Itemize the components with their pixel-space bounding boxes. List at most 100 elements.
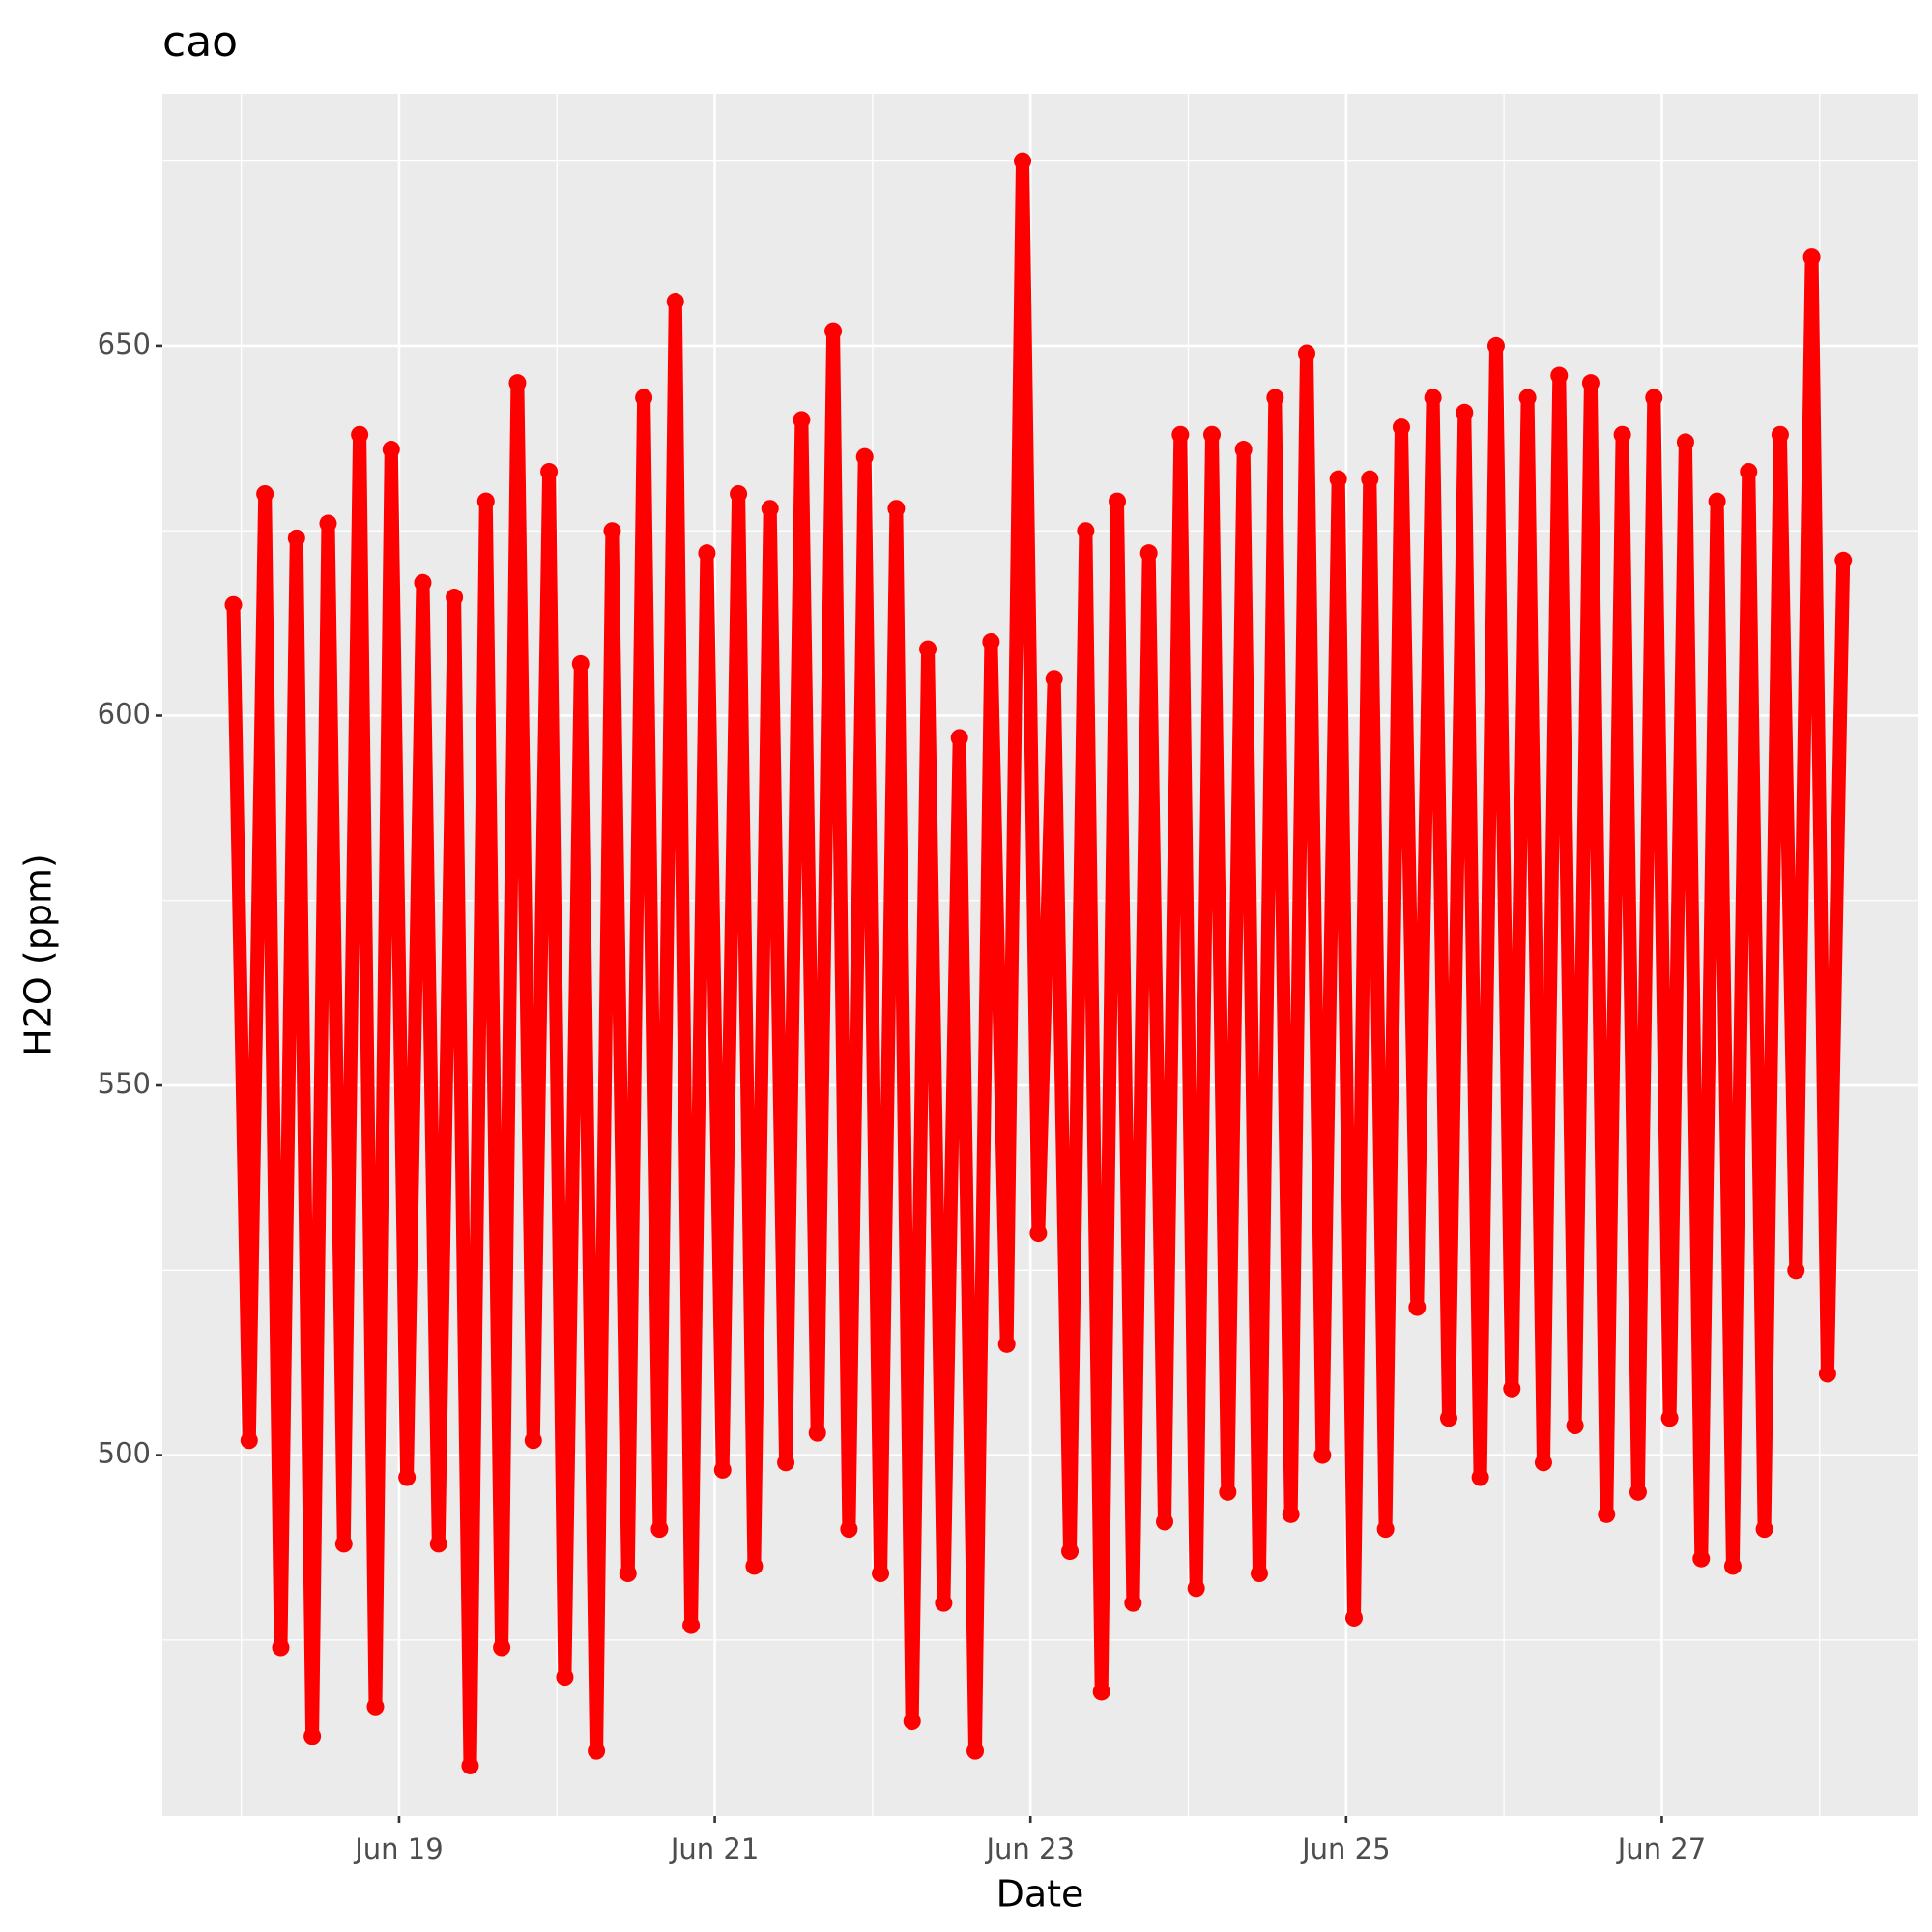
data-point bbox=[256, 484, 274, 503]
data-point bbox=[713, 1460, 732, 1479]
data-point bbox=[1598, 1505, 1616, 1523]
data-point bbox=[666, 293, 684, 311]
data-point bbox=[429, 1535, 447, 1553]
data-point bbox=[1329, 470, 1347, 488]
data-point bbox=[508, 374, 527, 392]
data-point bbox=[1471, 1468, 1489, 1486]
data-point bbox=[1313, 1446, 1332, 1464]
data-point bbox=[935, 1594, 953, 1612]
data-point bbox=[950, 729, 968, 747]
data-point bbox=[1771, 425, 1789, 444]
data-point bbox=[1503, 1379, 1521, 1398]
data-point bbox=[334, 1535, 353, 1553]
data-point bbox=[1392, 418, 1410, 437]
data-point bbox=[1124, 1594, 1142, 1612]
data-point bbox=[1014, 152, 1032, 170]
data-point bbox=[1203, 425, 1222, 444]
data-point bbox=[1834, 551, 1853, 569]
data-point bbox=[1139, 544, 1158, 562]
data-point bbox=[588, 1742, 606, 1760]
data-point bbox=[966, 1742, 985, 1760]
data-point bbox=[1660, 1409, 1679, 1427]
data-point bbox=[1802, 248, 1821, 267]
data-point bbox=[872, 1565, 890, 1583]
x-tick-label: Jun 21 bbox=[669, 1832, 759, 1865]
data-point bbox=[414, 573, 432, 591]
data-point bbox=[619, 1565, 637, 1583]
data-point bbox=[1408, 1298, 1427, 1316]
data-point bbox=[1077, 522, 1095, 540]
data-point bbox=[1171, 425, 1190, 444]
data-point bbox=[919, 640, 937, 658]
data-point bbox=[1486, 336, 1505, 355]
data-point bbox=[1692, 1549, 1711, 1568]
data-point bbox=[603, 522, 621, 540]
data-point bbox=[224, 595, 243, 614]
data-point bbox=[1708, 492, 1726, 510]
data-point bbox=[887, 500, 906, 518]
data-point bbox=[635, 389, 653, 407]
data-point bbox=[1344, 1608, 1363, 1627]
data-point bbox=[903, 1713, 921, 1731]
data-point bbox=[1787, 1261, 1805, 1280]
data-point bbox=[1518, 389, 1537, 407]
data-point bbox=[1156, 1513, 1174, 1531]
data-point bbox=[319, 514, 337, 533]
data-point bbox=[398, 1468, 417, 1486]
data-point bbox=[303, 1727, 322, 1745]
data-point bbox=[982, 632, 1000, 650]
y-axis-title: H2O (ppm) bbox=[17, 853, 60, 1056]
data-point bbox=[1439, 1409, 1457, 1427]
data-point bbox=[855, 447, 874, 466]
chart-title: cao bbox=[162, 17, 238, 67]
y-tick-label: 550 bbox=[98, 1067, 151, 1100]
data-point bbox=[1297, 344, 1315, 362]
data-point bbox=[1029, 1225, 1048, 1243]
data-point bbox=[1629, 1483, 1647, 1501]
data-point bbox=[461, 1756, 479, 1774]
data-point bbox=[272, 1638, 290, 1657]
data-point bbox=[524, 1431, 542, 1450]
data-point bbox=[1755, 1520, 1773, 1539]
data-point bbox=[761, 500, 779, 518]
y-tick-label: 650 bbox=[98, 328, 151, 360]
x-tick-label: Jun 23 bbox=[984, 1832, 1074, 1865]
marks bbox=[224, 152, 1853, 1774]
data-point bbox=[1092, 1683, 1110, 1701]
data-point bbox=[730, 484, 748, 503]
data-point bbox=[571, 654, 590, 673]
data-point bbox=[1109, 492, 1127, 510]
data-point bbox=[382, 441, 400, 459]
data-point bbox=[556, 1668, 574, 1687]
data-point bbox=[793, 411, 811, 429]
data-point bbox=[1613, 425, 1631, 444]
data-point bbox=[240, 1431, 258, 1450]
data-point bbox=[824, 322, 843, 340]
data-point bbox=[840, 1520, 858, 1539]
data-point bbox=[1534, 1454, 1552, 1472]
x-tick-label: Jun 27 bbox=[1616, 1832, 1706, 1865]
data-point bbox=[1550, 366, 1569, 385]
data-point bbox=[997, 1335, 1016, 1353]
data-point bbox=[1061, 1543, 1080, 1561]
data-point bbox=[698, 544, 716, 562]
data-point bbox=[1045, 670, 1063, 688]
data-point bbox=[1361, 470, 1379, 488]
x-tick-label: Jun 19 bbox=[353, 1832, 443, 1865]
data-point bbox=[1676, 433, 1694, 451]
y-tick-label: 500 bbox=[98, 1437, 151, 1470]
x-axis-title: Date bbox=[996, 1873, 1084, 1916]
data-point bbox=[1424, 389, 1442, 407]
data-point bbox=[493, 1638, 511, 1657]
data-point bbox=[1376, 1520, 1395, 1539]
data-point bbox=[540, 462, 559, 480]
x-tick-label: Jun 25 bbox=[1300, 1832, 1390, 1865]
data-point bbox=[745, 1557, 764, 1575]
data-point bbox=[650, 1520, 669, 1539]
data-point bbox=[682, 1616, 701, 1634]
data-point bbox=[1282, 1505, 1300, 1523]
data-point bbox=[1566, 1417, 1584, 1435]
data-point bbox=[808, 1424, 826, 1442]
data-point bbox=[1234, 441, 1253, 459]
